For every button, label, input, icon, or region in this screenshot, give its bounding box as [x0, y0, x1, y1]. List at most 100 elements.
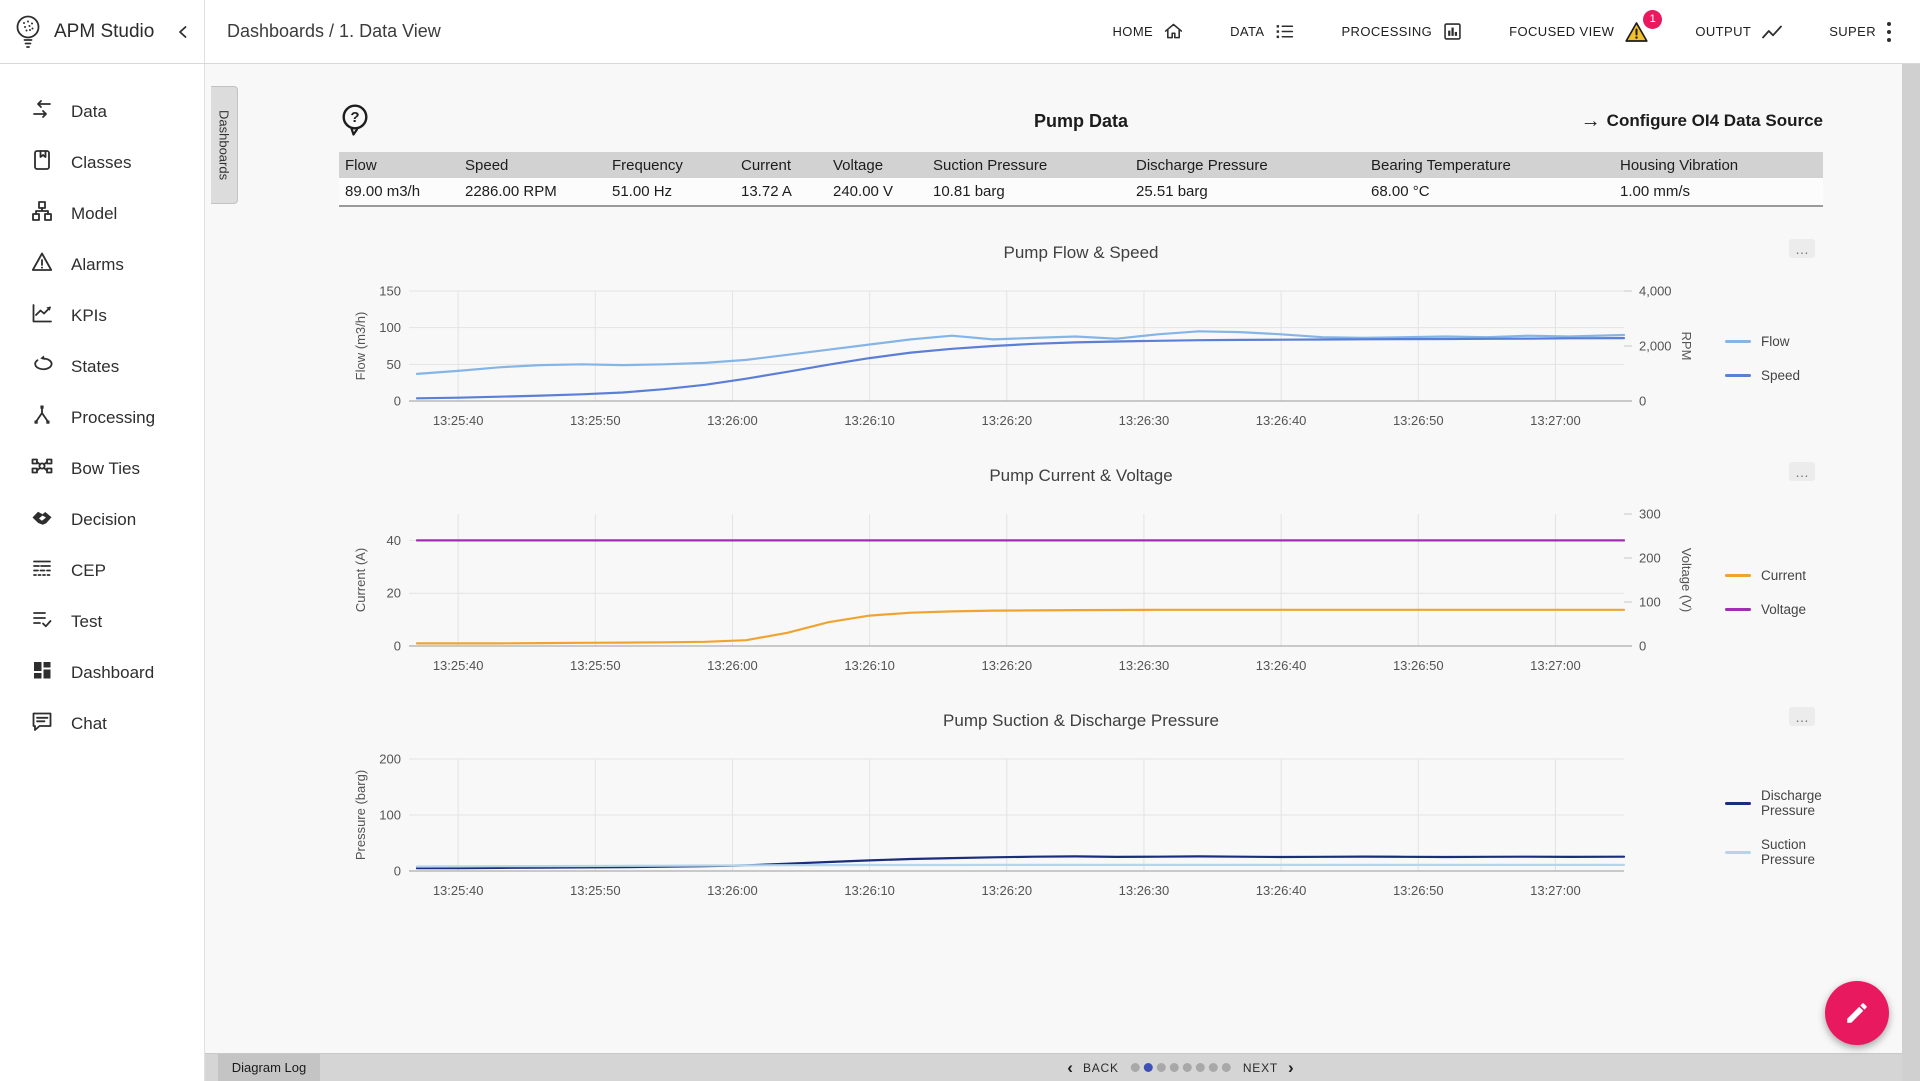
page-dot[interactable] [1169, 1063, 1179, 1072]
svg-text:100: 100 [1639, 595, 1661, 610]
svg-text:13:26:50: 13:26:50 [1393, 658, 1444, 673]
book-icon [30, 148, 54, 177]
svg-text:RPM: RPM [1679, 332, 1694, 361]
chart-plot-area: 13:25:40 13:25:50 13:26:00 13:26:10 13:26:20… [339, 500, 1699, 685]
chart-plot-area: 13:25:40 13:25:50 13:26:00 13:26:10 13:26:20… [339, 745, 1699, 910]
svg-text:13:26:50: 13:26:50 [1393, 883, 1444, 898]
legend-item-speed[interactable]: Speed [1725, 368, 1823, 383]
svg-text:100: 100 [379, 320, 401, 335]
page-dot[interactable] [1130, 1063, 1140, 1072]
table-header-row: Flow Speed Frequency Current Voltage Suc… [339, 152, 1823, 178]
chart-title: Pump Flow & Speed [1003, 243, 1159, 262]
legend-item-flow[interactable]: Flow [1725, 334, 1823, 349]
svg-text:13:26:50: 13:26:50 [1393, 413, 1444, 428]
page-dot[interactable] [1156, 1063, 1166, 1072]
page-header: ? Pump Data → Configure OI4 Data Source [339, 104, 1823, 138]
hierarchy-icon [30, 199, 54, 228]
data-exchange-icon [30, 97, 54, 126]
svg-text:0: 0 [1639, 394, 1646, 409]
kpi-chart-icon [30, 301, 54, 330]
sidebar-collapse-chevron-icon[interactable] [174, 23, 192, 41]
legend-item-suction-pressure[interactable]: Suction Pressure [1725, 837, 1823, 867]
nav-processing[interactable]: PROCESSING [1341, 21, 1463, 42]
sidebar-item-alarms[interactable]: Alarms [0, 239, 204, 290]
svg-text:Pressure (barg): Pressure (barg) [353, 770, 368, 860]
branch-icon [30, 403, 54, 432]
svg-text:13:27:00: 13:27:00 [1530, 658, 1581, 673]
vertical-scrollbar[interactable] [1902, 64, 1920, 1081]
nav-focused-view[interactable]: FOCUSED VIEW 1 [1509, 9, 1663, 43]
legend-item-discharge-pressure[interactable]: Discharge Pressure [1725, 788, 1823, 818]
sidebar-item-classes[interactable]: Classes [0, 137, 204, 188]
chart-title: Pump Current & Voltage [989, 466, 1173, 485]
nav-home[interactable]: HOME [1113, 21, 1185, 42]
svg-text:4,000: 4,000 [1639, 284, 1672, 299]
chart-title: Pump Suction & Discharge Pressure [943, 711, 1219, 730]
app-title: APM Studio [54, 20, 155, 42]
page-dot[interactable] [1195, 1063, 1205, 1072]
legend-item-voltage[interactable]: Voltage [1725, 602, 1823, 617]
svg-text:0: 0 [1639, 639, 1646, 654]
sidebar-item-chat[interactable]: Chat [0, 698, 204, 749]
configure-data-source-link[interactable]: → Configure OI4 Data Source [1580, 109, 1823, 132]
tab-diagram-log[interactable]: Diagram Log [218, 1054, 320, 1081]
handshake-icon [30, 505, 54, 534]
sidebar-item-model[interactable]: Model [0, 188, 204, 239]
svg-text:13:25:40: 13:25:40 [433, 413, 484, 428]
edit-fab-button[interactable] [1825, 981, 1889, 1045]
main-content: Dashboards ? Pump Data → Configure OI4 D… [205, 64, 1902, 1053]
sidebar-item-test[interactable]: Test [0, 596, 204, 647]
help-balloon-icon[interactable]: ? [339, 103, 371, 139]
svg-text:0: 0 [394, 639, 401, 654]
svg-text:13:26:30: 13:26:30 [1119, 658, 1170, 673]
chart-pump-suction-discharge-pressure: Pump Suction & Discharge Pressure … 13:2… [339, 707, 1823, 910]
sidebar-item-bow-ties[interactable]: Bow Ties [0, 443, 204, 494]
legend-item-current[interactable]: Current [1725, 568, 1823, 583]
svg-text:13:26:20: 13:26:20 [981, 658, 1032, 673]
state-loop-icon [30, 352, 54, 381]
svg-text:2,000: 2,000 [1639, 339, 1672, 354]
top-navigation: HOME DATA PROCESSING FOCUSED VIEW 1 [1113, 9, 1920, 43]
home-icon [1163, 21, 1184, 42]
back-chevron-icon[interactable]: ‹ [1067, 1058, 1073, 1077]
sidebar-item-cep[interactable]: CEP [0, 545, 204, 596]
chat-bubble-icon [30, 709, 54, 738]
chart-legend: Discharge Pressure Suction Pressure [1725, 788, 1823, 867]
svg-text:13:26:10: 13:26:10 [844, 658, 895, 673]
nav-data[interactable]: DATA [1230, 21, 1295, 42]
kebab-icon [1886, 21, 1892, 43]
sidebar-item-data[interactable]: Data [0, 86, 204, 137]
list-icon [1274, 21, 1295, 42]
svg-text:13:27:00: 13:27:00 [1530, 883, 1581, 898]
footer-bar: Diagram Log ‹ BACK NEXT › [205, 1053, 1920, 1081]
svg-text:13:26:10: 13:26:10 [844, 883, 895, 898]
next-chevron-icon[interactable]: › [1288, 1058, 1294, 1077]
sidebar-item-decision[interactable]: Decision [0, 494, 204, 545]
nav-super-menu[interactable]: SUPER [1829, 21, 1892, 43]
arrow-right-icon: → [1580, 109, 1601, 132]
page-dot[interactable] [1221, 1063, 1231, 1072]
back-button[interactable]: BACK [1082, 1060, 1119, 1075]
sidebar-item-dashboard[interactable]: Dashboard [0, 647, 204, 698]
chart-more-button[interactable]: … [1789, 239, 1815, 258]
page-dot[interactable] [1182, 1063, 1192, 1072]
sidebar-item-processing[interactable]: Processing [0, 392, 204, 443]
sidebar-item-kpis[interactable]: KPIs [0, 290, 204, 341]
chart-more-button[interactable]: … [1789, 462, 1815, 481]
chart-more-button[interactable]: … [1789, 707, 1815, 726]
nav-output[interactable]: OUTPUT [1695, 23, 1783, 41]
page-dot-active[interactable] [1143, 1063, 1153, 1072]
chart-legend: Current Voltage [1725, 568, 1823, 617]
svg-text:13:26:20: 13:26:20 [981, 883, 1032, 898]
sidebar-item-states[interactable]: States [0, 341, 204, 392]
tab-dashboards-vertical[interactable]: Dashboards [211, 86, 238, 204]
page-dot[interactable] [1208, 1063, 1218, 1072]
svg-text:Voltage (V): Voltage (V) [1679, 548, 1694, 612]
svg-text:13:25:40: 13:25:40 [433, 883, 484, 898]
next-button[interactable]: NEXT [1242, 1060, 1279, 1075]
svg-text:13:26:40: 13:26:40 [1256, 883, 1307, 898]
alarm-triangle-icon [30, 250, 54, 279]
svg-text:50: 50 [387, 357, 401, 372]
dashboard-tiles-icon [30, 658, 54, 687]
svg-text:Current (A): Current (A) [353, 548, 368, 612]
